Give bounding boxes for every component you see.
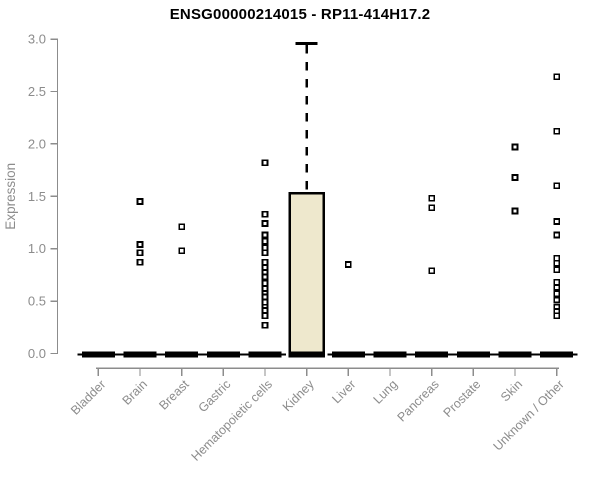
outlier-point: [261, 293, 269, 301]
outlier-point: [344, 261, 352, 268]
outlier-point: [136, 241, 144, 248]
box-pancreas: [415, 351, 449, 358]
outlier-point: [553, 284, 561, 291]
outlier-point: [428, 267, 436, 275]
outlier-point: [511, 143, 519, 151]
outlier-point: [261, 298, 269, 306]
outlier-point: [261, 258, 269, 266]
box-kidney: [288, 191, 325, 358]
box-liver: [331, 351, 365, 358]
x-tick-label-prostate: Prostate: [441, 377, 484, 420]
outlier-point: [178, 247, 185, 255]
outlier-point: [553, 290, 561, 298]
outlier-point: [261, 220, 269, 227]
x-tick-label-skin: Skin: [498, 377, 525, 404]
outlier-point: [261, 231, 269, 239]
box-lung: [373, 351, 407, 358]
outlier-point: [178, 223, 185, 231]
y-tick-label: 0.0: [28, 346, 46, 361]
outlier-point: [261, 285, 269, 292]
outlier-point: [553, 278, 561, 286]
x-tick-label-breast: Breast: [156, 377, 192, 413]
outlier-point: [553, 182, 561, 190]
outlier-point: [261, 210, 269, 218]
outlier-point: [553, 312, 561, 320]
outlier-point: [261, 321, 269, 329]
outlier-point: [261, 307, 269, 314]
y-tick-label: 2.5: [28, 84, 46, 99]
outlier-point: [261, 312, 269, 320]
outlier-point: [261, 244, 269, 252]
box-hematopoietic-cells: [248, 351, 282, 358]
outlier-point: [261, 273, 269, 281]
x-tick-label-lung: Lung: [371, 377, 401, 407]
y-tick-label: 3.0: [28, 32, 46, 47]
x-tick-label-unknown-other: Unknown / Other: [491, 377, 567, 453]
x-tick-label-kidney: Kidney: [280, 377, 317, 414]
box-prostate: [456, 351, 490, 358]
x-tick-label-hematopoietic-cells: Hematopoietic cells: [189, 377, 276, 464]
outlier-point: [553, 296, 561, 304]
y-tick-label: 2.0: [28, 136, 46, 151]
outlier-point: [261, 264, 269, 271]
outlier-point: [428, 195, 436, 202]
box-unknown-other: [540, 351, 574, 358]
outlier-point: [136, 249, 144, 257]
outlier-point: [553, 218, 561, 225]
x-tick-label-gastric: Gastric: [196, 377, 234, 415]
outlier-point: [553, 73, 561, 81]
y-tick-label: 0.5: [28, 294, 46, 309]
outlier-point: [553, 266, 561, 274]
outlier-point: [261, 159, 269, 167]
box-breast: [165, 351, 199, 358]
box-skin: [498, 351, 532, 358]
outlier-point: [261, 279, 269, 287]
outlier-point: [511, 207, 519, 215]
x-tick-label-pancreas: Pancreas: [395, 377, 442, 424]
outlier-point: [261, 238, 269, 245]
box-brain: [123, 351, 157, 358]
chart-title: ENSG00000214015 - RP11-414H17.2: [169, 6, 431, 23]
x-tick-label-brain: Brain: [120, 377, 151, 408]
outlier-point: [511, 174, 519, 181]
y-tick-label: 1.5: [28, 189, 46, 204]
y-axis-title: Expression: [3, 163, 18, 230]
outlier-point: [553, 231, 561, 239]
box-kidney-median: [289, 351, 324, 358]
outlier-point: [136, 258, 144, 266]
outlier-point: [261, 249, 269, 257]
outlier-point: [428, 204, 436, 212]
box-gastric: [206, 351, 240, 358]
y-tick-label: 1.0: [28, 241, 46, 256]
box-bladder: [81, 351, 115, 358]
x-tick-label-liver: Liver: [329, 377, 358, 406]
outlier-point: [553, 127, 561, 135]
outlier-point: [553, 260, 561, 267]
outlier-point: [553, 254, 561, 262]
outlier-point: [136, 198, 144, 205]
x-tick-label-bladder: Bladder: [68, 377, 108, 417]
